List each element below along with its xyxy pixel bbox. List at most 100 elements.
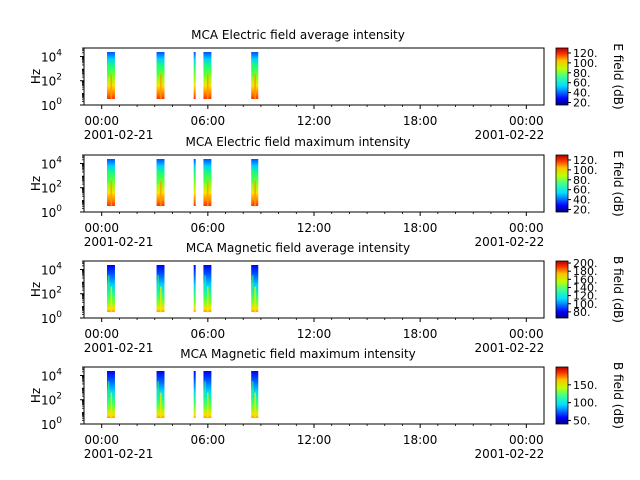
colorbar-tick-label-6: 20.: [573, 97, 591, 110]
burst-column-3: [193, 371, 196, 418]
x-tick-label-5: 00:00: [509, 433, 544, 447]
y-tick-label-3: 104: [41, 261, 62, 277]
x-tick-label-5: 00:00: [509, 114, 544, 128]
y-axis-label: Hz: [29, 69, 43, 84]
colorbar-label: E field (dB): [611, 150, 625, 216]
x-tick-label-4: 18:00: [403, 221, 438, 235]
colorbar-tick-label-1: 120.: [573, 154, 598, 167]
x-tick-label-2: 06:00: [191, 327, 226, 341]
date-label-end: 2001-02-22: [475, 235, 545, 249]
colorbar: [555, 47, 569, 106]
colorbar-tick-label-1: 150.: [573, 379, 598, 392]
burst-streak-2: [157, 62, 159, 77]
x-tick-label-2: 06:00: [191, 221, 226, 235]
y-tick-label-1: 100: [41, 204, 62, 220]
burst-hotspot-5: [254, 392, 256, 419]
chart-title: MCA Electric field maximum intensity: [185, 135, 410, 149]
x-tick-label-1: 00:00: [84, 327, 119, 341]
colorbar-tick-label-5: 40.: [573, 87, 591, 100]
colorbar-tick-label-3: 50.: [573, 414, 591, 427]
y-tick-label-3: 104: [41, 48, 62, 64]
date-label-start: 2001-02-21: [84, 128, 154, 142]
x-tick-label-4: 18:00: [403, 327, 438, 341]
chart-title: MCA Magnetic field average intensity: [186, 241, 410, 255]
plot-frame: [83, 47, 545, 106]
x-tick-label-3: 12:00: [297, 221, 332, 235]
x-tick-label-5: 00:00: [509, 327, 544, 341]
date-label-end: 2001-02-22: [475, 128, 545, 142]
burst-hotspot-2: [160, 73, 162, 100]
burst-streak-4: [204, 62, 206, 77]
colorbar-tick-label-4: 60.: [573, 184, 591, 197]
burst-hotspot-2: [160, 392, 162, 419]
colorbar-tick-label-2: 100.: [573, 57, 598, 70]
chart-panel-3: MCA Magnetic field average intensityHz10…: [29, 241, 625, 355]
x-tick-label-3: 12:00: [297, 327, 332, 341]
colorbar-tick-label-4: 140.: [573, 281, 598, 294]
x-tick-label-3: 12:00: [297, 114, 332, 128]
burst-streak-1: [107, 381, 110, 396]
burst-streak-2: [157, 381, 159, 396]
burst-hotspot-2: [160, 286, 162, 313]
y-tick-label-1: 100: [41, 310, 62, 326]
y-tick-label-2: 102: [41, 73, 62, 89]
y-tick-label-2: 102: [41, 180, 62, 196]
burst-hotspot-5: [254, 286, 256, 313]
colorbar-tick-label-6: 100.: [573, 298, 598, 311]
burst-streak-5: [252, 169, 254, 184]
chart-title: MCA Electric field average intensity: [191, 28, 405, 42]
colorbar-tick-label-3: 80.: [573, 174, 591, 187]
x-tick-label-1: 00:00: [84, 221, 119, 235]
burst-hotspot-5: [254, 180, 256, 207]
burst-hotspot-1: [110, 180, 113, 207]
burst-streak-4: [204, 275, 206, 290]
chart-panel-4: MCA Magnetic field maximum intensityHz10…: [29, 347, 625, 461]
burst-streak-1: [107, 275, 110, 290]
y-tick-label-3: 104: [41, 155, 62, 171]
colorbar-label: B field (dB): [611, 362, 625, 429]
colorbar-label: E field (dB): [611, 43, 625, 109]
burst-column-3: [193, 159, 196, 206]
chart-panel-2: MCA Electric field maximum intensityHz10…: [29, 135, 625, 249]
burst-streak-4: [204, 381, 206, 396]
burst-hotspot-1: [110, 286, 113, 313]
colorbar-tick-label-4: 60.: [573, 77, 591, 90]
burst-hotspot-1: [110, 73, 113, 100]
x-tick-label-2: 06:00: [191, 114, 226, 128]
date-label-end: 2001-02-22: [475, 341, 545, 355]
plot-frame: [83, 260, 545, 319]
x-tick-label-1: 00:00: [84, 114, 119, 128]
colorbar-tick-label-1: 120.: [573, 47, 598, 60]
colorbar: [555, 154, 569, 213]
colorbar: [555, 366, 569, 425]
plot-frame: [83, 366, 545, 425]
burst-hotspot-1: [110, 392, 113, 419]
burst-streak-5: [252, 381, 254, 396]
colorbar-tick-label-3: 160.: [573, 273, 598, 286]
colorbar-tick-label-3: 80.: [573, 67, 591, 80]
y-axis-label: Hz: [29, 176, 43, 191]
burst-streak-2: [157, 169, 159, 184]
y-tick-label-1: 100: [41, 416, 62, 432]
colorbar-tick-label-2: 100.: [573, 164, 598, 177]
colorbar-tick-label-2: 100.: [573, 397, 598, 410]
y-tick-label-2: 102: [41, 286, 62, 302]
burst-column-3: [193, 265, 196, 312]
burst-streak-1: [107, 169, 110, 184]
burst-hotspot-2: [160, 180, 162, 207]
burst-streak-5: [252, 275, 254, 290]
burst-hotspot-4: [207, 392, 209, 419]
y-axis-label: Hz: [29, 388, 43, 403]
colorbar-tick-label-1: 200.: [573, 257, 598, 270]
burst-hotspot-5: [254, 73, 256, 100]
x-tick-label-3: 12:00: [297, 433, 332, 447]
x-tick-label-4: 18:00: [403, 114, 438, 128]
colorbar-label: B field (dB): [611, 256, 625, 323]
burst-hotspot-4: [207, 73, 209, 100]
colorbar: [555, 260, 569, 319]
chart-panel-1: MCA Electric field average intensityHz10…: [29, 28, 625, 142]
colorbar-tick-label-7: 80.: [573, 306, 591, 319]
y-tick-label-3: 104: [41, 367, 62, 383]
burst-streak-1: [107, 62, 110, 77]
burst-streak-2: [157, 275, 159, 290]
